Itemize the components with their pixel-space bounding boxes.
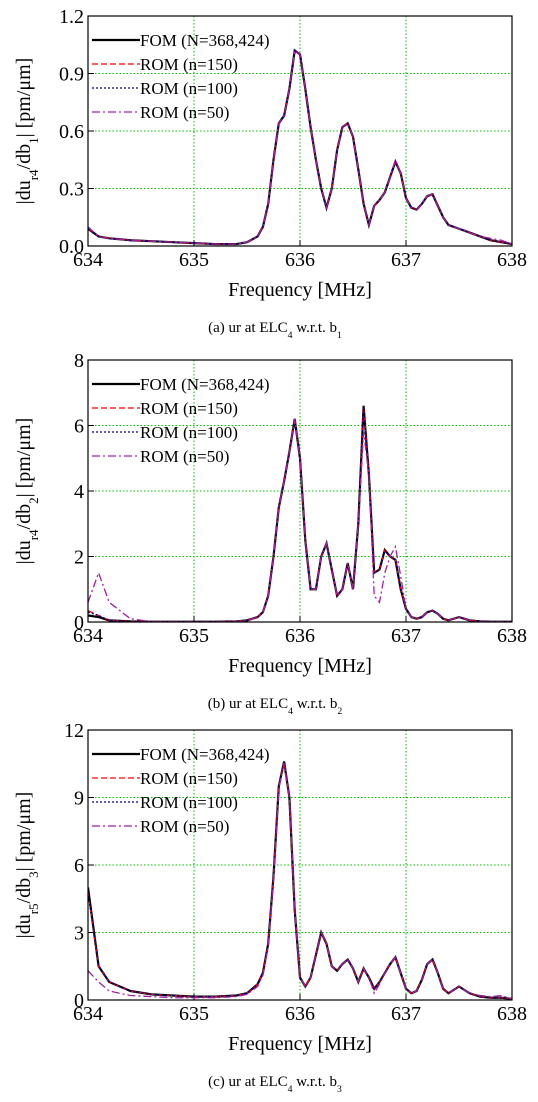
x-tick-label: 635 xyxy=(179,625,209,647)
x-tick-label: 638 xyxy=(497,625,527,647)
caption-part: 2 xyxy=(337,706,342,717)
y-axis-label: |dur4/db2| [pm/μm] xyxy=(13,418,41,565)
y-tick-label: 8 xyxy=(74,350,84,372)
x-axis-label: Frequency [MHz] xyxy=(228,655,372,677)
legend-label: ROM (n=50) xyxy=(140,447,229,466)
y-axis-label-part: |du xyxy=(13,914,35,938)
y-tick-label: 2 xyxy=(74,547,84,569)
legend-label: ROM (n=100) xyxy=(140,793,238,812)
y-tick-label: 6 xyxy=(74,855,84,877)
caption-part: 4 xyxy=(288,706,293,717)
y-axis-label-part: 2 xyxy=(26,497,41,504)
caption-part: 3 xyxy=(337,1084,342,1095)
y-axis-label-part: | [pm/μm] xyxy=(13,58,35,138)
legend-label: ROM (n=150) xyxy=(140,769,238,788)
y-axis-label: |dur4/db1| [pm/μm] xyxy=(13,58,41,205)
x-tick-label: 634 xyxy=(73,625,103,647)
y-axis-label-part: r4 xyxy=(26,169,41,180)
y-axis-label-part: | [pm/μm] xyxy=(13,792,35,872)
y-axis-label-part: |du xyxy=(13,180,35,204)
legend-label: ROM (n=150) xyxy=(140,55,238,74)
x-tick-label: 637 xyxy=(391,1003,421,1025)
x-tick-label: 634 xyxy=(73,249,103,271)
y-axis-label-part: 3 xyxy=(26,871,41,878)
y-tick-label: 9 xyxy=(74,788,84,810)
y-axis-label-part: r5 xyxy=(26,903,41,914)
caption: (a) ur at ELC4 w.r.t. b1 xyxy=(208,320,342,341)
caption-part: (a) ur at ELC xyxy=(208,320,288,336)
series-line xyxy=(88,49,512,245)
caption: (b) ur at ELC4 w.r.t. b2 xyxy=(208,696,343,717)
x-tick-label: 636 xyxy=(285,625,315,647)
y-tick-label: 4 xyxy=(74,481,84,503)
series-line xyxy=(88,763,512,1000)
y-tick-label: 12 xyxy=(64,720,84,742)
x-tick-label: 635 xyxy=(179,249,209,271)
legend-label: ROM (n=100) xyxy=(140,79,238,98)
x-tick-label: 636 xyxy=(285,249,315,271)
legend-label: ROM (n=150) xyxy=(140,399,238,418)
y-axis-label-part: |du xyxy=(13,540,35,564)
series-line xyxy=(88,418,512,622)
y-tick-label: 0.6 xyxy=(59,121,84,143)
x-axis-label: Frequency [MHz] xyxy=(228,1033,372,1055)
caption-part: w.r.t. b xyxy=(293,1074,337,1090)
y-tick-label: 0.0 xyxy=(59,236,84,258)
y-axis-label-part: | [pm/μm] xyxy=(13,418,35,498)
y-tick-label: 1.2 xyxy=(59,6,84,28)
caption-part: (b) ur at ELC xyxy=(208,696,288,712)
legend-label: ROM (n=50) xyxy=(140,103,229,122)
y-axis-label-part: r4 xyxy=(26,529,41,540)
y-tick-label: 0.3 xyxy=(59,179,84,201)
x-tick-label: 637 xyxy=(391,249,421,271)
y-tick-label: 6 xyxy=(74,416,84,438)
caption-part: 1 xyxy=(337,330,342,341)
y-axis-label-part: /db xyxy=(13,878,35,904)
caption-part: w.r.t. b xyxy=(293,320,337,336)
y-axis-label-part: 1 xyxy=(26,137,41,144)
legend-label: FOM (N=368,424) xyxy=(140,745,270,764)
caption-part: w.r.t. b xyxy=(293,696,337,712)
legend-label: ROM (n=100) xyxy=(140,423,238,442)
caption: (c) ur at ELC4 w.r.t. b3 xyxy=(208,1074,342,1095)
y-tick-label: 0 xyxy=(74,612,84,634)
x-tick-label: 635 xyxy=(179,1003,209,1025)
plot-frame xyxy=(87,729,513,1001)
plot-frame xyxy=(87,15,513,247)
x-tick-label: 636 xyxy=(285,1003,315,1025)
y-tick-label: 0 xyxy=(74,990,84,1012)
legend-label: FOM (N=368,424) xyxy=(140,31,270,50)
y-axis-label-part: /db xyxy=(13,504,35,530)
series-line xyxy=(88,49,512,245)
caption-part: (c) ur at ELC xyxy=(208,1074,288,1090)
x-tick-label: 637 xyxy=(391,625,421,647)
y-tick-label: 0.9 xyxy=(59,64,84,86)
x-tick-label: 638 xyxy=(497,1003,527,1025)
legend-label: ROM (n=50) xyxy=(140,817,229,836)
caption-part: 4 xyxy=(288,330,293,341)
y-axis-label: |dur5/db3| [pm/μm] xyxy=(13,792,41,939)
legend-label: FOM (N=368,424) xyxy=(140,375,270,394)
y-tick-label: 3 xyxy=(74,923,84,945)
plot-frame xyxy=(87,359,513,623)
y-axis-label-part: /db xyxy=(13,144,35,170)
x-tick-label: 634 xyxy=(73,1003,103,1025)
x-tick-label: 638 xyxy=(497,249,527,271)
x-axis-label: Frequency [MHz] xyxy=(228,279,372,301)
caption-part: 4 xyxy=(288,1084,293,1095)
series-line xyxy=(88,761,512,1000)
